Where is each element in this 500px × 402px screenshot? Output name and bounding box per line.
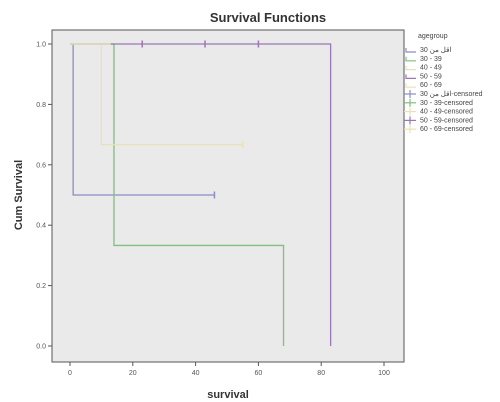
y-tick-label: 0.8 [36,102,46,109]
x-tick-label: 20 [129,370,137,377]
y-tick-label: 1.0 [36,42,46,49]
legend-label: 40 - 49 [420,65,442,72]
legend-title: agegroup [418,33,448,40]
legend-label: 60 - 69-censored [420,126,473,133]
x-axis-title: survival [207,389,249,401]
legend-label: اقل من 30-censored [420,90,483,98]
survival-curve-series-3 [70,43,332,346]
legend-label: اقل من 30 [420,46,451,54]
y-tick-label: 0.2 [36,283,46,290]
legend-swatch-line [405,74,416,80]
y-tick-label: 0.6 [36,162,46,169]
legend-label: 30 - 39-censored [420,100,473,107]
x-tick-label: 100 [378,370,390,377]
axis-layer: 0 20 40 60 80 100 0.0 0.2 0.4 0.6 0.8 1.0 [36,42,390,378]
legend-label: 60 - 69 [420,82,442,89]
legend-label: 30 - 39 [420,56,442,63]
x-tick-label: 60 [255,370,263,377]
y-axis-title: Cum Survival [13,160,25,230]
legend-swatch-line [405,56,416,62]
x-tick-label: 0 [68,370,72,377]
series-layer [70,40,332,346]
chart-title: Survival Functions [210,10,326,25]
x-tick-label: 40 [192,370,200,377]
plot-area [51,29,405,363]
legend-label: 40 - 49-censored [420,109,473,116]
legend-swatch-line [405,83,416,88]
y-tick-label: 0.4 [36,223,46,230]
legend-swatch-line [405,65,416,71]
legend-label: 50 - 59-censored [420,117,473,124]
legend-swatch-line [405,48,416,53]
x-tick-label: 80 [317,370,325,377]
legend-label: 50 - 59 [420,73,442,80]
y-tick-label: 0.0 [36,344,46,351]
